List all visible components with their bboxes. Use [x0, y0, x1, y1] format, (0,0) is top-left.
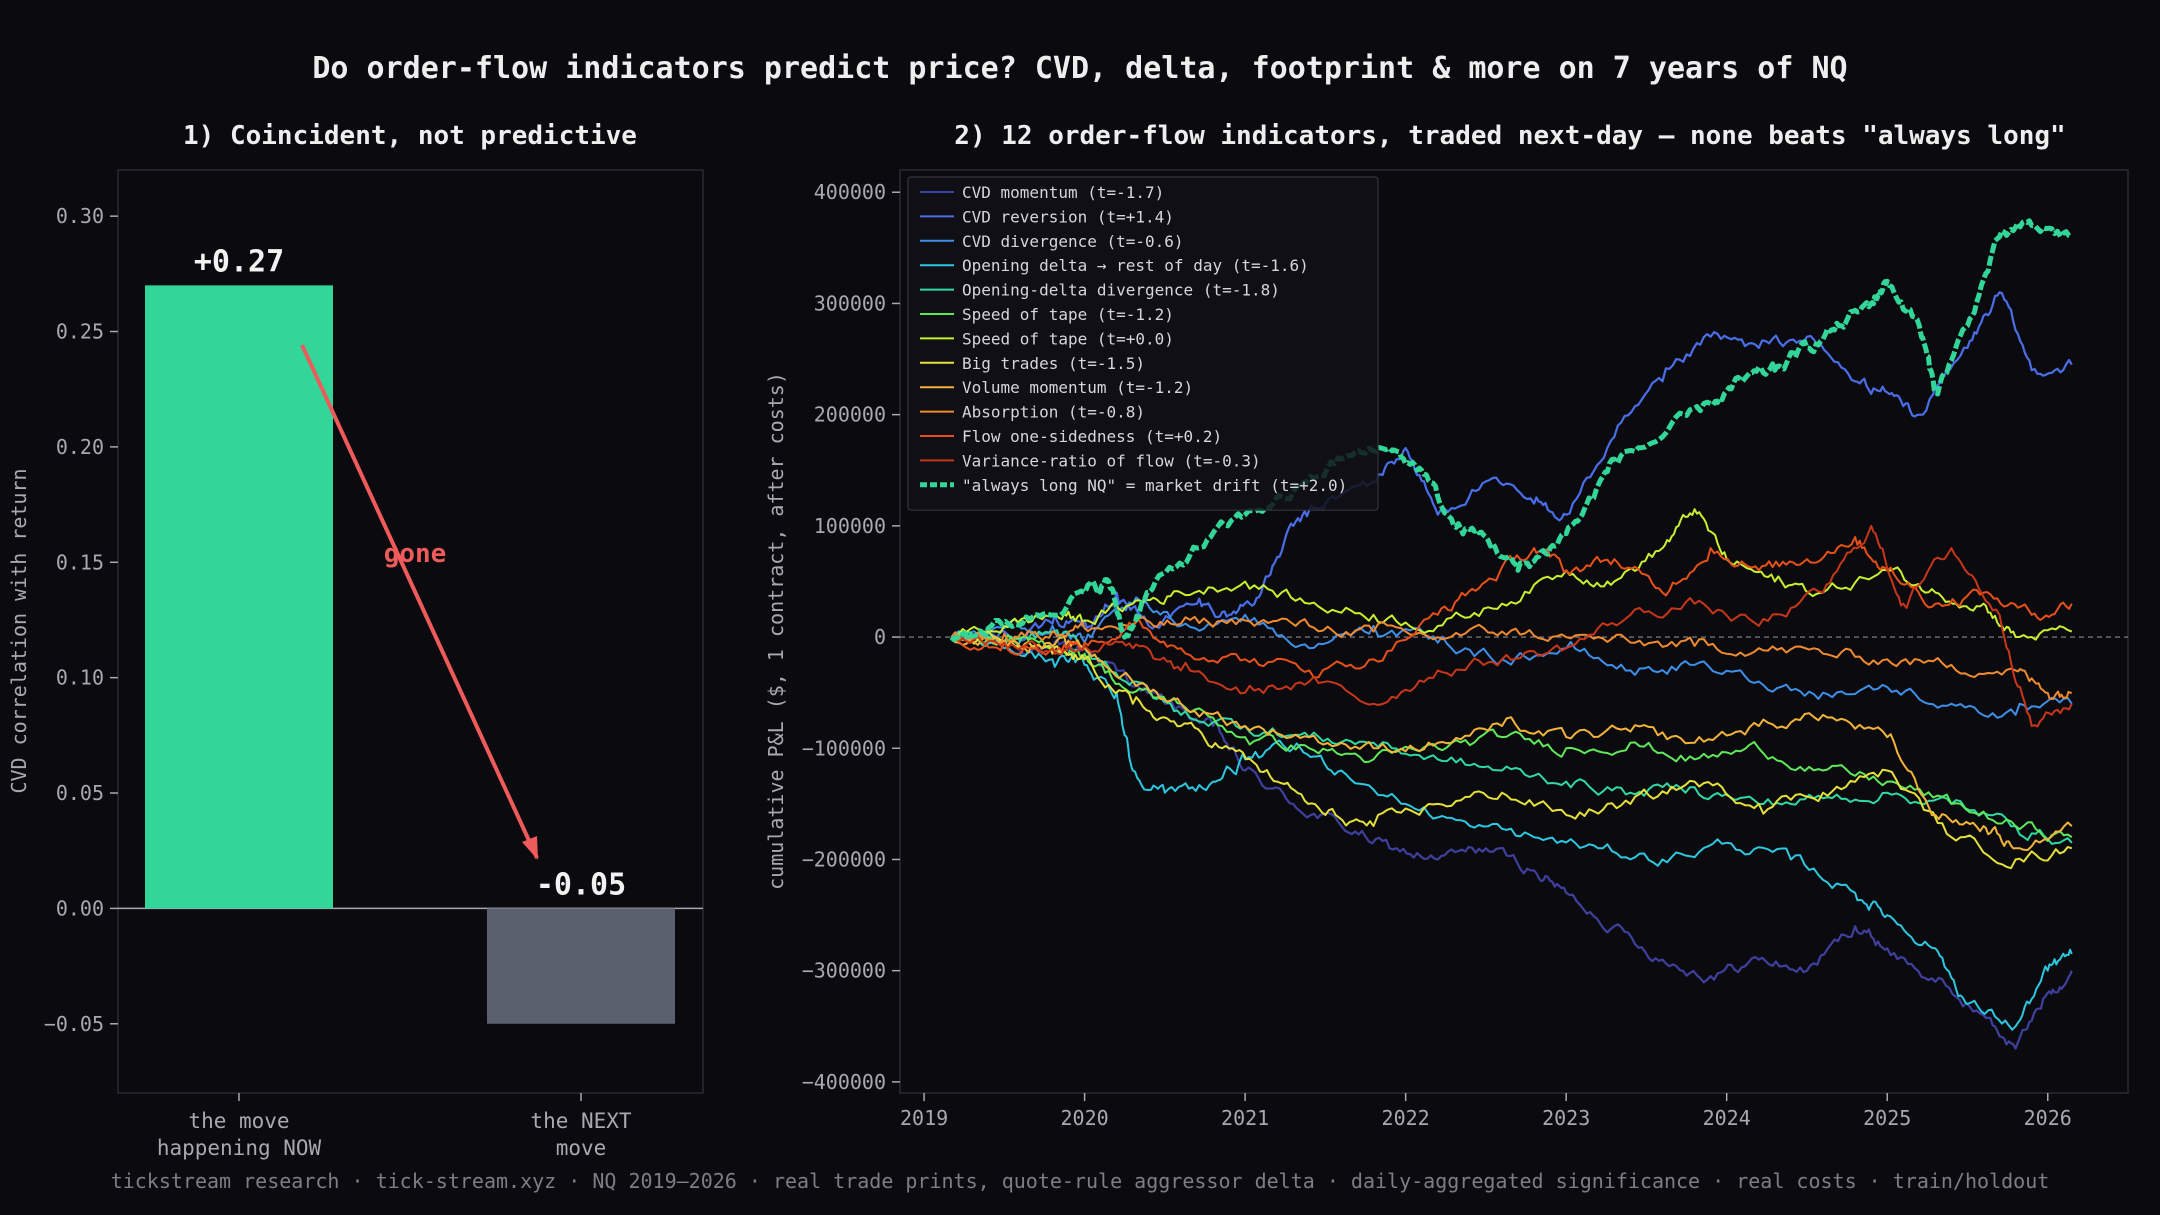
- right-y-tick-label: 100000: [814, 514, 886, 538]
- right-panel: 2) 12 order-flow indicators, traded next…: [764, 121, 2129, 1130]
- legend-label: Big trades (t=-1.5): [962, 354, 1145, 373]
- legend-label: Opening delta → rest of day (t=-1.6): [962, 256, 1309, 275]
- legend-label: CVD reversion (t=+1.4): [962, 207, 1174, 226]
- left-panel-title: 1) Coincident, not predictive: [183, 121, 637, 151]
- figure-title: Do order-flow indicators predict price? …: [312, 51, 1847, 86]
- legend-label: Opening-delta divergence (t=-1.8): [962, 281, 1280, 300]
- right-x-tick-label: 2023: [1542, 1106, 1590, 1130]
- gone-arrow: [300, 344, 539, 859]
- right-x-tick-label: 2025: [1863, 1106, 1911, 1130]
- left-y-tick-label: 0.30: [56, 204, 104, 228]
- series-line-2: [950, 596, 2073, 719]
- series-line-0: [950, 631, 2073, 1050]
- series-line-7: [950, 631, 2073, 870]
- legend-label: Absorption (t=-0.8): [962, 403, 1145, 422]
- right-y-tick-label: −200000: [802, 847, 886, 871]
- legend-label: Speed of tape (t=+0.0): [962, 329, 1174, 348]
- left-y-tick-label: 0.10: [56, 666, 104, 690]
- legend-label: CVD divergence (t=-0.6): [962, 232, 1184, 251]
- right-x-tick-label: 2021: [1221, 1106, 1269, 1130]
- series-line-10: [951, 536, 2073, 679]
- footer: tickstream research · tick-stream.xyz · …: [111, 1169, 2050, 1193]
- bar-value-label: +0.27: [194, 244, 284, 279]
- left-panel: 1) Coincident, not predictive −0.05 0.00 0…: [7, 121, 704, 1160]
- series-line-12: [949, 218, 2073, 643]
- legend-label: Speed of tape (t=-1.2): [962, 305, 1174, 324]
- bar-0: [145, 285, 333, 909]
- gone-annotation: gone: [384, 539, 447, 569]
- category-label: the NEXT: [530, 1109, 632, 1133]
- left-y-tick-label: 0.00: [56, 896, 104, 920]
- right-x-tick-label: 2026: [2024, 1106, 2072, 1130]
- left-y-tick-label: −0.05: [44, 1012, 104, 1036]
- legend-label: Variance-ratio of flow (t=-0.3): [962, 451, 1261, 470]
- right-y-tick-label: −300000: [802, 959, 886, 983]
- right-y-tick-label: 0: [874, 625, 886, 649]
- right-y-tick-label: 400000: [814, 180, 886, 204]
- series-line-4: [950, 629, 2073, 845]
- left-y-tick-label: 0.20: [56, 435, 104, 459]
- right-y-tick-label: 200000: [814, 403, 886, 427]
- legend-label: "always long NQ" = market drift (t=+2.0): [962, 476, 1347, 495]
- left-y-tick-label: 0.25: [56, 320, 104, 344]
- category-label: the move: [188, 1109, 289, 1133]
- right-x-tick-label: 2020: [1061, 1106, 1109, 1130]
- right-y-tick-label: −400000: [802, 1070, 886, 1094]
- legend-label: Volume momentum (t=-1.2): [962, 378, 1193, 397]
- bar-1: [487, 908, 675, 1024]
- bar-value-label: -0.05: [536, 867, 626, 902]
- category-label: move: [556, 1136, 607, 1160]
- legend: CVD momentum (t=-1.7) CVD reversion (t=+1…: [907, 176, 1379, 511]
- series-line-8: [950, 635, 2073, 851]
- right-y-tick-label: 300000: [814, 291, 886, 315]
- category-label: happening NOW: [157, 1136, 322, 1160]
- right-y-axis-label: cumulative P&L ($, 1 contract, after cos…: [764, 372, 788, 890]
- legend-label: Flow one-sidedness (t=+0.2): [962, 427, 1222, 446]
- right-x-tick-label: 2024: [1703, 1106, 1751, 1130]
- left-y-tick-label: 0.05: [56, 781, 104, 805]
- left-y-tick-label: 0.15: [56, 550, 104, 574]
- right-x-tick-label: 2022: [1382, 1106, 1430, 1130]
- series-line-11: [950, 524, 2073, 728]
- left-y-axis-label: CVD correlation with return: [7, 468, 31, 793]
- legend-label: CVD momentum (t=-1.7): [962, 183, 1164, 202]
- right-x-tick-label: 2019: [900, 1106, 948, 1130]
- right-y-tick-label: −100000: [802, 736, 886, 760]
- series-line-9: [950, 615, 2072, 701]
- series-line-1: [951, 291, 2073, 642]
- legend-box: [907, 176, 1379, 511]
- gone-arrowhead: [522, 836, 538, 860]
- right-panel-title: 2) 12 order-flow indicators, traded next…: [954, 121, 2065, 151]
